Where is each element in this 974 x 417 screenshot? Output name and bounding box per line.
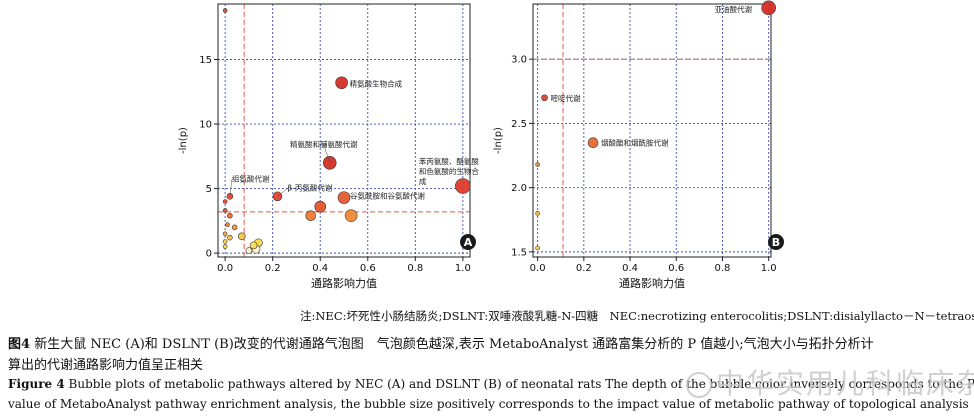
x-tick-label: 0.4 bbox=[312, 263, 328, 274]
panel-badge bbox=[768, 234, 784, 250]
caption-zh-line2: 算出的代谢通路影响力值呈正相关 bbox=[8, 358, 204, 373]
plot-frame bbox=[532, 3, 772, 258]
bubble-label-line: 和色氨酸的生物合 bbox=[419, 166, 479, 176]
panel-badge-label: B bbox=[772, 236, 780, 249]
label-leader-line bbox=[229, 179, 233, 197]
x-tick-label: 1.0 bbox=[455, 263, 471, 274]
bubble-point bbox=[222, 208, 228, 213]
panel-badge bbox=[460, 234, 476, 250]
bubble-label: 嘧啶代谢 bbox=[551, 93, 581, 103]
x-axis-title: 通路影响力值 bbox=[619, 277, 685, 290]
bubble-point bbox=[541, 94, 548, 102]
bubble-label: 组氨酸代谢 bbox=[232, 173, 270, 183]
bubble-label-line: 成 bbox=[419, 176, 427, 186]
x-tick-label: 1.0 bbox=[761, 263, 777, 274]
bubble-point bbox=[587, 137, 599, 149]
bubble-label: 精氨酸生物合成 bbox=[350, 79, 403, 89]
label-leader-line bbox=[277, 188, 288, 197]
panel-b-chart: 0.0 0.2 0.4 0.6 0.8 1.0 1.5 2.0 2.5 3.0 通路影响力值 -ln(… bbox=[493, 0, 784, 290]
bubble-point bbox=[305, 210, 317, 221]
bubble-point bbox=[222, 239, 228, 244]
x-tick-label: 0.2 bbox=[576, 263, 592, 274]
bubble-point bbox=[231, 224, 238, 231]
bubble-point bbox=[225, 222, 230, 228]
bubble-point bbox=[314, 200, 327, 213]
bubble-label: 谷氨酰胺和谷氨酸代谢 bbox=[350, 191, 425, 201]
caption-en-line2: value of MetaboAnalyst pathway enrichmen… bbox=[8, 397, 969, 411]
y-tick-label: 5 bbox=[206, 184, 212, 195]
caption-zh-fig-number: 图4 bbox=[8, 337, 31, 352]
panel-a-chart: 0.0 0.2 0.4 0.6 0.8 1.0 0 5 10 15 通路影响力值 -ln(p) 精氨酸生… bbox=[178, 3, 479, 290]
wechat-icon bbox=[686, 372, 712, 398]
bubble-label: β-丙氨酸代谢 bbox=[287, 182, 332, 192]
caption-zh-line1: 图4 新生大鼠 NEC (A)和 DSLNT (B)改变的代谢通路气泡图 气泡颜… bbox=[8, 333, 874, 352]
x-tick-label: 0.2 bbox=[265, 263, 281, 274]
bubble-point bbox=[455, 178, 471, 194]
y-tick-label: 0 bbox=[206, 249, 212, 260]
bubble-point bbox=[222, 244, 228, 249]
label-leader-line bbox=[323, 144, 330, 163]
bubble-point bbox=[337, 191, 351, 204]
bubble-point bbox=[222, 199, 228, 204]
panel-badge-label: A bbox=[464, 236, 473, 249]
caption-en-line1: Figure 4 Bubble plots of metabolic pathw… bbox=[8, 377, 974, 391]
x-axis-title: 通路影响力值 bbox=[311, 277, 377, 290]
bubble-point bbox=[222, 8, 228, 13]
y-tick-label: 3.0 bbox=[511, 55, 527, 66]
x-tick-label: 0.6 bbox=[668, 263, 684, 274]
bubble-point bbox=[245, 247, 253, 254]
bubble-point bbox=[761, 0, 776, 16]
bubble-label-line: 苯丙氨酸、酪氨酸 bbox=[419, 156, 479, 166]
y-tick-label: 15 bbox=[199, 55, 212, 66]
y-tick-label: 1.5 bbox=[511, 247, 527, 258]
bubble-point bbox=[227, 234, 233, 241]
x-tick-label: 0.0 bbox=[217, 263, 233, 274]
x-tick-label: 0.6 bbox=[360, 263, 376, 274]
plot-frame bbox=[217, 3, 471, 258]
y-axis-title: -ln(p) bbox=[178, 127, 189, 154]
bubble-label: 精氨酸和脯氨酸代谢 bbox=[290, 139, 358, 149]
caption-note: 注:NEC:坏死性小肠结肠炎;DSLNT:双唾液酸乳糖-N-四糖 NEC:nec… bbox=[300, 309, 974, 323]
x-tick-label: 0.4 bbox=[622, 263, 638, 274]
y-tick-label: 10 bbox=[199, 120, 212, 131]
bubble-point bbox=[237, 232, 246, 241]
x-tick-label: 0.0 bbox=[530, 263, 546, 274]
bubble-point bbox=[535, 162, 540, 167]
caption-en-fig-number: Figure 4 bbox=[8, 377, 65, 391]
bubble-point bbox=[535, 211, 540, 216]
bubble-label: 苯丙氨酸、酪氨酸和色氨酸的生物合成 bbox=[419, 156, 479, 186]
watermark-text: 中华实用儿科临床杂志 bbox=[716, 367, 974, 400]
y-tick-label: 2.5 bbox=[511, 119, 527, 130]
x-tick-label: 0.8 bbox=[407, 263, 423, 274]
bubble-point bbox=[344, 209, 358, 222]
bubble-label: 烟酸酯和烟酰胺代谢 bbox=[601, 138, 669, 148]
bubble-point bbox=[335, 76, 348, 90]
figure-4: 0.0 0.2 0.4 0.6 0.8 1.0 0 5 10 15 通路影响力值 -ln(p) 精氨酸生… bbox=[178, 0, 784, 290]
bubble-point bbox=[249, 241, 258, 250]
bubble-point bbox=[227, 212, 233, 219]
watermark: 中华实用儿科临床杂志 bbox=[686, 362, 974, 402]
bubble-point bbox=[222, 231, 228, 237]
x-tick-label: 0.8 bbox=[715, 263, 731, 274]
bubble-label: 亚油酸代谢 bbox=[715, 4, 753, 14]
caption-en-text: Bubble plots of metabolic pathways alter… bbox=[68, 377, 974, 391]
y-tick-label: 2.0 bbox=[511, 183, 527, 194]
bubble-point bbox=[535, 245, 540, 251]
y-axis-title: -ln(p) bbox=[493, 127, 504, 154]
caption-zh-text: 新生大鼠 NEC (A)和 DSLNT (B)改变的代谢通路气泡图 气泡颜色越深… bbox=[34, 337, 874, 352]
